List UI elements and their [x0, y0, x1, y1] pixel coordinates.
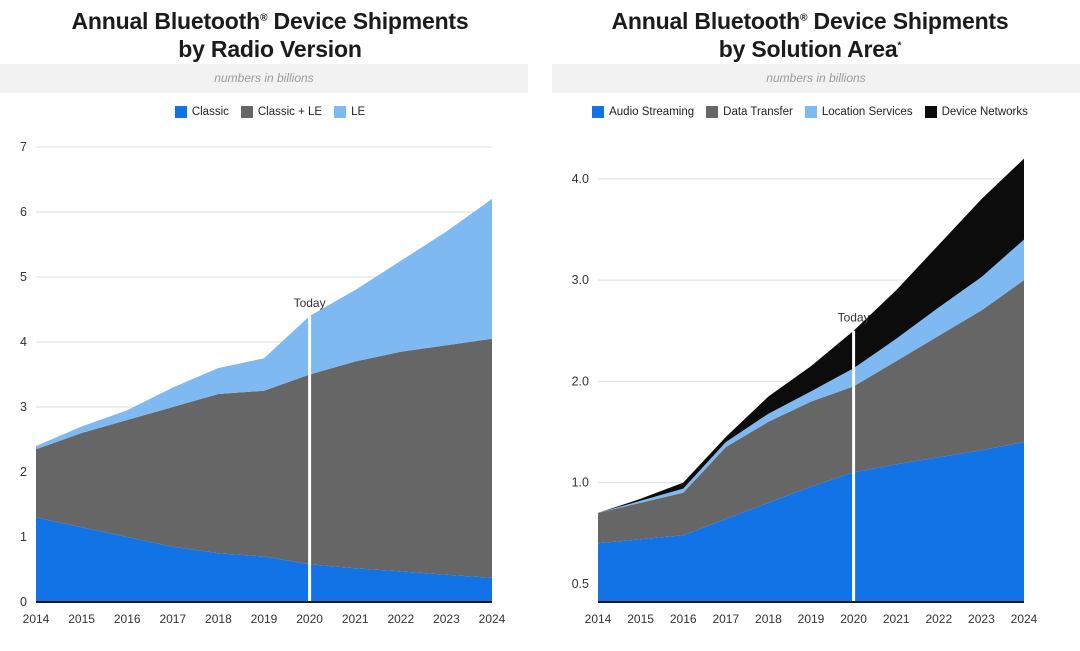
y-tick-label: 1.0 [572, 476, 589, 490]
y-tick-label: 2.0 [572, 374, 589, 388]
plot-wrap: 0.5 1.0 2.0 3.0 4.0 Today 2014 2015 2016 2017 2018… [540, 127, 1080, 651]
x-tick-label: 2018 [755, 612, 782, 626]
legend-item: Location Services [804, 105, 913, 118]
title-text: Annual Bluetooth [71, 8, 261, 34]
x-tick-label: 2020 [296, 612, 323, 626]
x-tick-label: 2016 [670, 612, 697, 626]
chart-title: Annual Bluetooth® Device Shipments by So… [612, 8, 1009, 63]
chart-plot-solution-area: 0.5 1.0 2.0 3.0 4.0 Today 2014 2015 2016 2017 2018… [572, 158, 1038, 626]
legend: Audio Streaming Data Transfer Location Ser… [592, 105, 1028, 119]
legend-swatch [924, 105, 937, 118]
chart-column-radio-version: Annual Bluetooth® Device Shipments by Ra… [0, 8, 540, 651]
subtitle-band: numbers in billions [0, 64, 528, 93]
chart-subtitle: numbers in billions [766, 71, 866, 86]
y-tick-label: 4 [20, 335, 27, 349]
y-tick-label: 3.0 [572, 273, 589, 287]
legend-label: LE [351, 105, 366, 118]
y-tick-label: 3 [20, 400, 27, 414]
legend-label: Audio Streaming [609, 105, 695, 118]
x-tick-label: 2024 [1011, 612, 1038, 626]
title-line1: Annual Bluetooth® Device Shipments [72, 8, 469, 34]
title-line1: Annual Bluetooth® Device Shipments [612, 8, 1009, 34]
footnote-mark: * [897, 39, 902, 51]
x-tick-label: 2014 [23, 612, 50, 626]
legend-swatch [592, 105, 605, 118]
legend-item: LE [334, 105, 366, 118]
area-series-1 [36, 338, 492, 578]
title-text: Annual Bluetooth [611, 8, 801, 34]
title-text: by Radio Version [178, 35, 362, 62]
legend-swatch [334, 105, 347, 118]
legend-label: Device Networks [941, 105, 1028, 118]
chart-subtitle: numbers in billions [214, 71, 314, 86]
area-series-2 [36, 199, 492, 450]
y-tick-label: 0 [20, 595, 27, 609]
legend-swatch [706, 105, 719, 118]
y-tick-label: 6 [20, 205, 27, 219]
title-line2: by Radio Version [178, 35, 362, 62]
chart-title: Annual Bluetooth® Device Shipments by Ra… [72, 8, 469, 63]
legend-swatch [804, 105, 817, 118]
legend-item: Data Transfer [706, 105, 793, 118]
today-label: Today [838, 311, 870, 325]
area-series-1 [598, 280, 1024, 544]
x-tick-label: 2014 [585, 612, 612, 626]
y-tick-label: 7 [20, 140, 27, 154]
x-tick-label: 2020 [840, 612, 867, 626]
legend-item: Device Networks [924, 105, 1028, 118]
x-tick-label: 2019 [251, 612, 278, 626]
y-tick-label: 0.5 [572, 577, 589, 591]
title-text: by Solution Area [718, 35, 898, 62]
legend-label: Classic + LE [257, 105, 323, 118]
legend-item: Classic + LE [240, 105, 323, 118]
title-text: Device Shipments [267, 8, 469, 34]
x-tick-label: 2017 [712, 612, 739, 626]
registered-mark: ® [259, 12, 268, 24]
y-tick-label: 5 [20, 270, 27, 284]
x-tick-label: 2021 [883, 612, 910, 626]
legend-swatch [174, 105, 187, 118]
today-label: Today [294, 296, 326, 310]
x-tick-label: 2015 [68, 612, 95, 626]
registered-mark: ® [799, 12, 808, 24]
legend-item: Audio Streaming [592, 105, 695, 118]
x-tick-label: 2018 [205, 612, 232, 626]
x-tick-label: 2021 [342, 612, 369, 626]
x-tick-label: 2016 [114, 612, 141, 626]
legend-item: Classic [174, 105, 229, 118]
chart-column-solution-area: Annual Bluetooth® Device Shipments by So… [540, 0, 1080, 651]
x-tick-label: 2015 [627, 612, 654, 626]
legend: Classic Classic + LE LE [174, 105, 366, 119]
area-series-0 [36, 517, 492, 602]
x-tick-label: 2024 [479, 612, 506, 626]
x-tick-label: 2022 [925, 612, 952, 626]
x-tick-label: 2023 [433, 612, 460, 626]
subtitle-band: numbers in billions [552, 64, 1080, 93]
y-tick-label: 4.0 [572, 172, 589, 186]
area-series-0 [598, 442, 1024, 602]
title-text: Device Shipments [807, 8, 1009, 34]
legend-label: Data Transfer [723, 105, 793, 118]
x-tick-label: 2023 [968, 612, 995, 626]
legend-swatch [240, 105, 253, 118]
y-tick-label: 2 [20, 465, 27, 479]
legend-label: Location Services [821, 105, 913, 118]
y-tick-label: 1 [20, 530, 27, 544]
legend-label: Classic [191, 105, 229, 118]
plot-wrap: 0 1 2 3 4 5 6 7 Today 2014 2015 2016 2017 2018 2019 202… [0, 127, 540, 651]
x-tick-label: 2022 [387, 612, 414, 626]
title-line2: by Solution Area* [719, 36, 902, 62]
x-tick-label: 2017 [159, 612, 186, 626]
chart-plot-radio-version: 0 1 2 3 4 5 6 7 Today 2014 2015 2016 2017 2018 2019 202… [20, 140, 506, 626]
x-tick-label: 2019 [798, 612, 825, 626]
